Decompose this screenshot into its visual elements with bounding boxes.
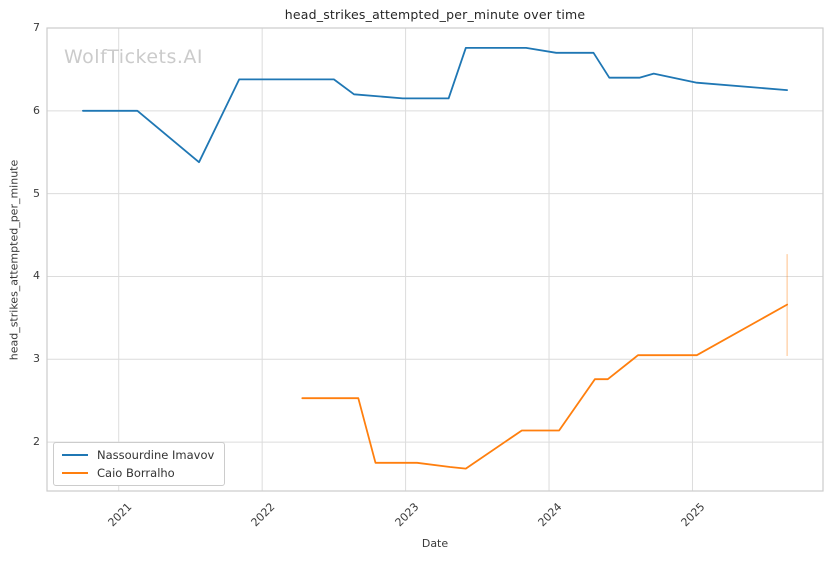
plot-border: [46, 27, 824, 492]
line-series-0: [82, 47, 788, 164]
y-tick-label: 7: [33, 21, 40, 34]
legend-line-swatch-orange: [62, 472, 88, 474]
watermark: WolfTickets.AI: [64, 46, 204, 68]
legend-label: Nassourdine Imavov: [97, 448, 215, 462]
x-axis-label: Date: [421, 537, 449, 550]
y-tick-label: 5: [33, 186, 40, 200]
line-series-1: [301, 303, 788, 470]
chart-title: head_strikes_attempted_per_minute over t…: [284, 7, 586, 22]
y-tick-label: 2: [33, 435, 40, 449]
y-tick-label: 4: [33, 269, 40, 283]
legend-line-swatch-blue: [62, 454, 88, 456]
legend-item-series-0: Nassourdine Imavov: [62, 448, 214, 462]
legend: Nassourdine Imavov Caio Borralho: [53, 442, 226, 486]
y-tick-label: 3: [33, 352, 40, 366]
legend-item-series-1: Caio Borralho: [62, 466, 214, 480]
y-tick-label: 6: [33, 103, 40, 117]
legend-label: Caio Borralho: [97, 466, 175, 480]
